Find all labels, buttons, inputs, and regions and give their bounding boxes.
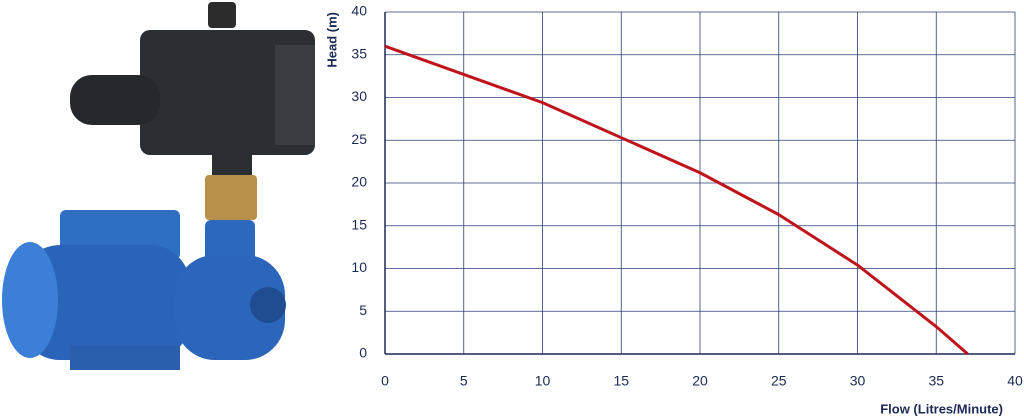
- pump-image: [2, 2, 315, 370]
- y-tick-label: 30: [351, 88, 367, 104]
- y-tick-label: 0: [359, 345, 367, 361]
- x-tick-label: 15: [613, 373, 629, 389]
- base: [70, 345, 180, 370]
- y-tick-label: 40: [351, 3, 367, 19]
- controller-inlet: [70, 75, 160, 125]
- x-tick-label: 5: [460, 373, 468, 389]
- x-tick-label: 40: [1007, 373, 1023, 389]
- controller-label: [275, 45, 315, 145]
- y-tick-label: 15: [351, 216, 367, 232]
- x-tick-label: 30: [850, 373, 866, 389]
- y-tick-label: 35: [351, 45, 367, 61]
- motor: [20, 245, 190, 360]
- x-tick-label: 20: [692, 373, 708, 389]
- x-axis-title: Flow (Litres/Minute): [880, 401, 1003, 416]
- gauge: [208, 2, 236, 28]
- data-line: [384, 44, 969, 356]
- pump-housing: [175, 255, 285, 360]
- motor-end: [2, 242, 58, 358]
- inlet: [250, 287, 286, 323]
- y-axis-title: Head (m): [324, 12, 339, 68]
- x-tick-label: 25: [771, 373, 787, 389]
- x-tick-label: 10: [535, 373, 551, 389]
- y-tick-label: 5: [359, 302, 367, 318]
- brass-fitting: [205, 175, 257, 220]
- y-tick-label: 20: [351, 174, 367, 190]
- connector: [212, 155, 252, 175]
- x-tick-label: 35: [928, 373, 944, 389]
- x-tick-label: 0: [381, 373, 389, 389]
- controller-body: [140, 30, 315, 155]
- y-tick-label: 25: [351, 131, 367, 147]
- y-tick-label: 10: [351, 259, 367, 275]
